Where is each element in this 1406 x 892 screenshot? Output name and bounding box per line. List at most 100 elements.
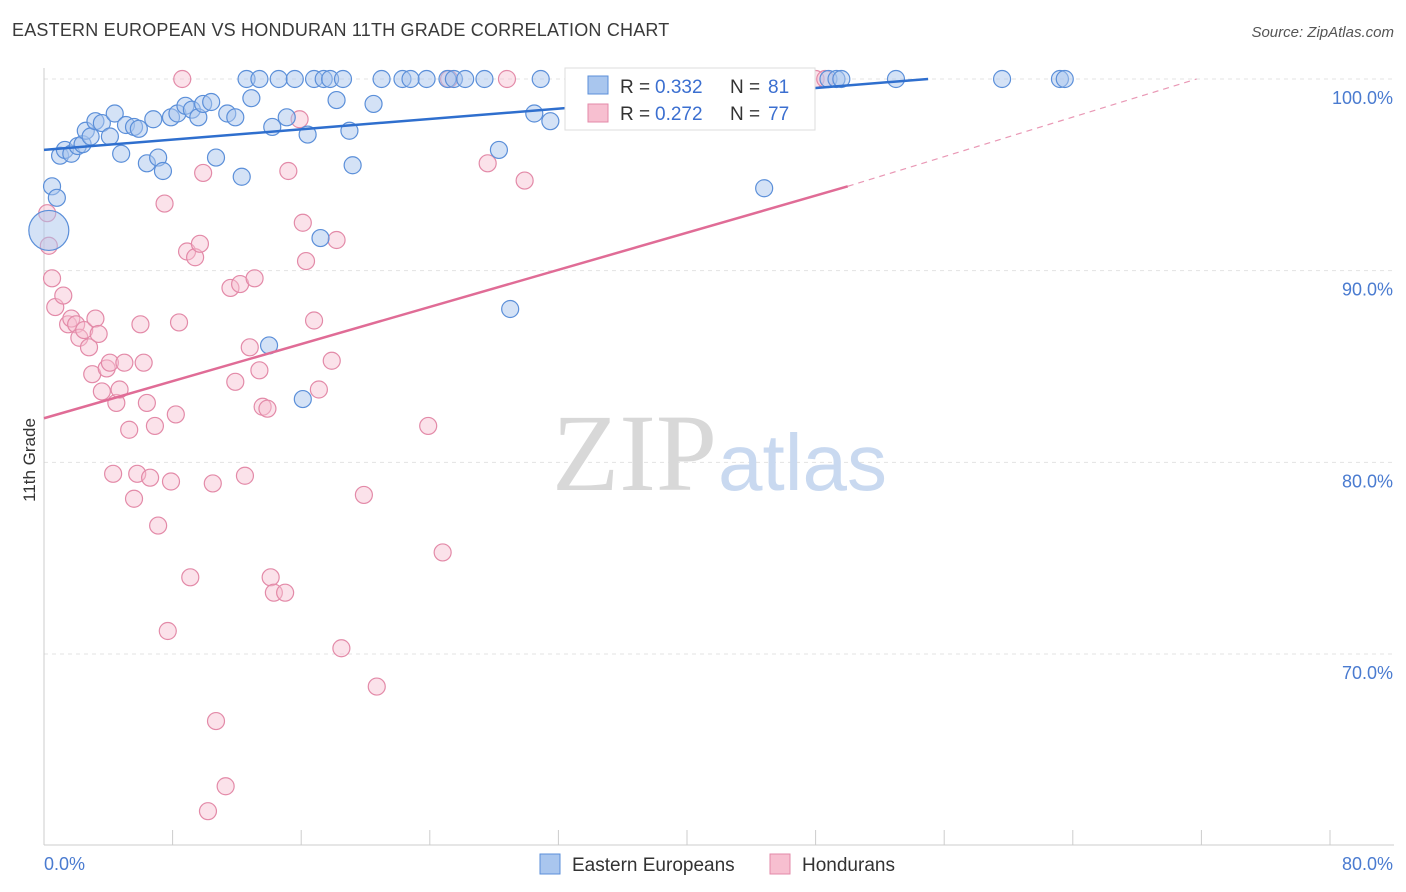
honduran-point — [419, 416, 438, 436]
legend-n-label-1: N = — [730, 77, 760, 98]
eastern-european-point — [242, 89, 261, 108]
honduran-point — [158, 621, 177, 641]
eastern-european-point — [456, 69, 475, 89]
honduran-point — [354, 485, 373, 505]
eastern-european-point — [226, 108, 245, 127]
watermark-atlas: atlas — [718, 418, 887, 507]
honduran-point — [261, 568, 280, 587]
chart-title: EASTERN EUROPEAN VS HONDURAN 11TH GRADE … — [12, 20, 670, 40]
x-tick-label: 80.0% — [1342, 854, 1393, 874]
honduran-point — [173, 69, 192, 89]
eastern-european-point — [343, 156, 362, 175]
honduran-point — [75, 320, 94, 340]
eastern-european-point — [333, 69, 353, 89]
eastern-european-point — [112, 144, 131, 163]
honduran-point — [97, 359, 116, 378]
series-swatch-hondurans — [769, 853, 791, 875]
honduran-point — [155, 194, 174, 213]
eastern-european-point — [105, 104, 124, 123]
honduran-point — [235, 466, 255, 485]
honduran-point — [54, 286, 73, 305]
eastern-european-point — [28, 209, 70, 252]
eastern-european-points — [28, 69, 1074, 409]
legend-r-value-2: 0.272 — [655, 104, 703, 125]
y-tick-label: 70.0% — [1342, 663, 1393, 683]
eastern-european-point — [129, 119, 148, 138]
legend-r-value-1: 0.332 — [655, 77, 703, 98]
honduran-point — [92, 382, 111, 401]
honduran-point — [89, 324, 108, 344]
eastern-european-point — [206, 148, 226, 167]
y-tick-labels: 70.0% 80.0% 90.0% 100.0% — [1332, 88, 1393, 683]
source-label: Source: ZipAtlas.com — [1251, 24, 1394, 41]
honduran-point — [134, 353, 153, 372]
eastern-european-point — [531, 69, 550, 89]
eastern-european-point — [992, 69, 1012, 89]
honduran-point — [115, 353, 134, 372]
eastern-european-point — [92, 113, 111, 133]
honduran-point — [161, 472, 181, 491]
eastern-european-point — [364, 94, 383, 114]
eastern-european-point — [475, 69, 494, 89]
honduran-point — [140, 468, 160, 487]
honduran-point — [100, 353, 120, 372]
honduran-point — [166, 405, 185, 424]
watermark-zip: ZIP — [552, 392, 717, 514]
x-tick-label: 0.0% — [44, 854, 85, 874]
honduran-point — [322, 351, 341, 370]
eastern-european-point — [81, 127, 100, 146]
eastern-european-point — [1055, 69, 1074, 89]
eastern-european-point — [311, 228, 330, 248]
eastern-european-point — [250, 69, 269, 89]
eastern-european-point — [47, 188, 66, 207]
honduran-point — [194, 163, 213, 183]
honduran-point — [433, 543, 452, 562]
legend-swatch-blue — [587, 75, 609, 95]
eastern-european-point — [525, 104, 544, 123]
eastern-european-point — [285, 69, 304, 89]
legend-n-label-2: N = — [730, 104, 760, 125]
honduran-point — [221, 278, 240, 298]
eastern-european-point — [100, 127, 120, 146]
honduran-point — [497, 69, 517, 89]
series-legend: Eastern Europeans Hondurans — [539, 853, 895, 876]
honduran-point — [304, 311, 324, 330]
y-tick-label: 80.0% — [1342, 471, 1393, 491]
honduran-point — [203, 474, 222, 493]
series-label-hondurans: Hondurans — [802, 855, 895, 876]
legend-r-label-1: R = — [620, 77, 650, 98]
series-label-eastern-europeans: Eastern Europeans — [572, 855, 735, 876]
honduran-point — [250, 361, 269, 380]
watermark: ZIP atlas — [552, 392, 887, 514]
eastern-european-point — [501, 299, 520, 319]
honduran-point — [206, 711, 226, 731]
honduran-point — [42, 269, 62, 288]
honduran-point — [293, 213, 312, 232]
honduran-point — [110, 380, 129, 399]
honduran-point — [478, 154, 497, 173]
eastern-european-point — [153, 161, 173, 181]
y-axis-label: 11th Grade — [20, 418, 39, 502]
y-tick-label: 90.0% — [1342, 280, 1393, 300]
legend-n-value-2: 77 — [768, 104, 789, 125]
honduran-point — [169, 313, 189, 332]
eastern-european-point — [401, 69, 420, 89]
eastern-european-point — [886, 69, 906, 89]
axes — [43, 68, 1394, 846]
honduran-point — [279, 161, 298, 181]
honduran-point — [276, 583, 295, 602]
x-tick-labels: 0.0% 80.0% — [44, 854, 1393, 874]
series-swatch-eastern-europeans — [539, 853, 561, 875]
honduran-point — [190, 234, 210, 253]
correlation-legend: R = 0.332 N = 81 R = 0.272 N = 77 — [564, 67, 816, 131]
eastern-european-point — [144, 110, 163, 129]
honduran-point — [327, 230, 346, 250]
honduran-point — [309, 380, 328, 399]
legend-n-value-1: 81 — [768, 77, 789, 98]
grid-lines — [44, 78, 1394, 655]
honduran-point — [226, 372, 245, 391]
honduran-point — [240, 338, 259, 357]
eastern-european-point — [232, 167, 251, 186]
honduran-point — [216, 777, 235, 796]
